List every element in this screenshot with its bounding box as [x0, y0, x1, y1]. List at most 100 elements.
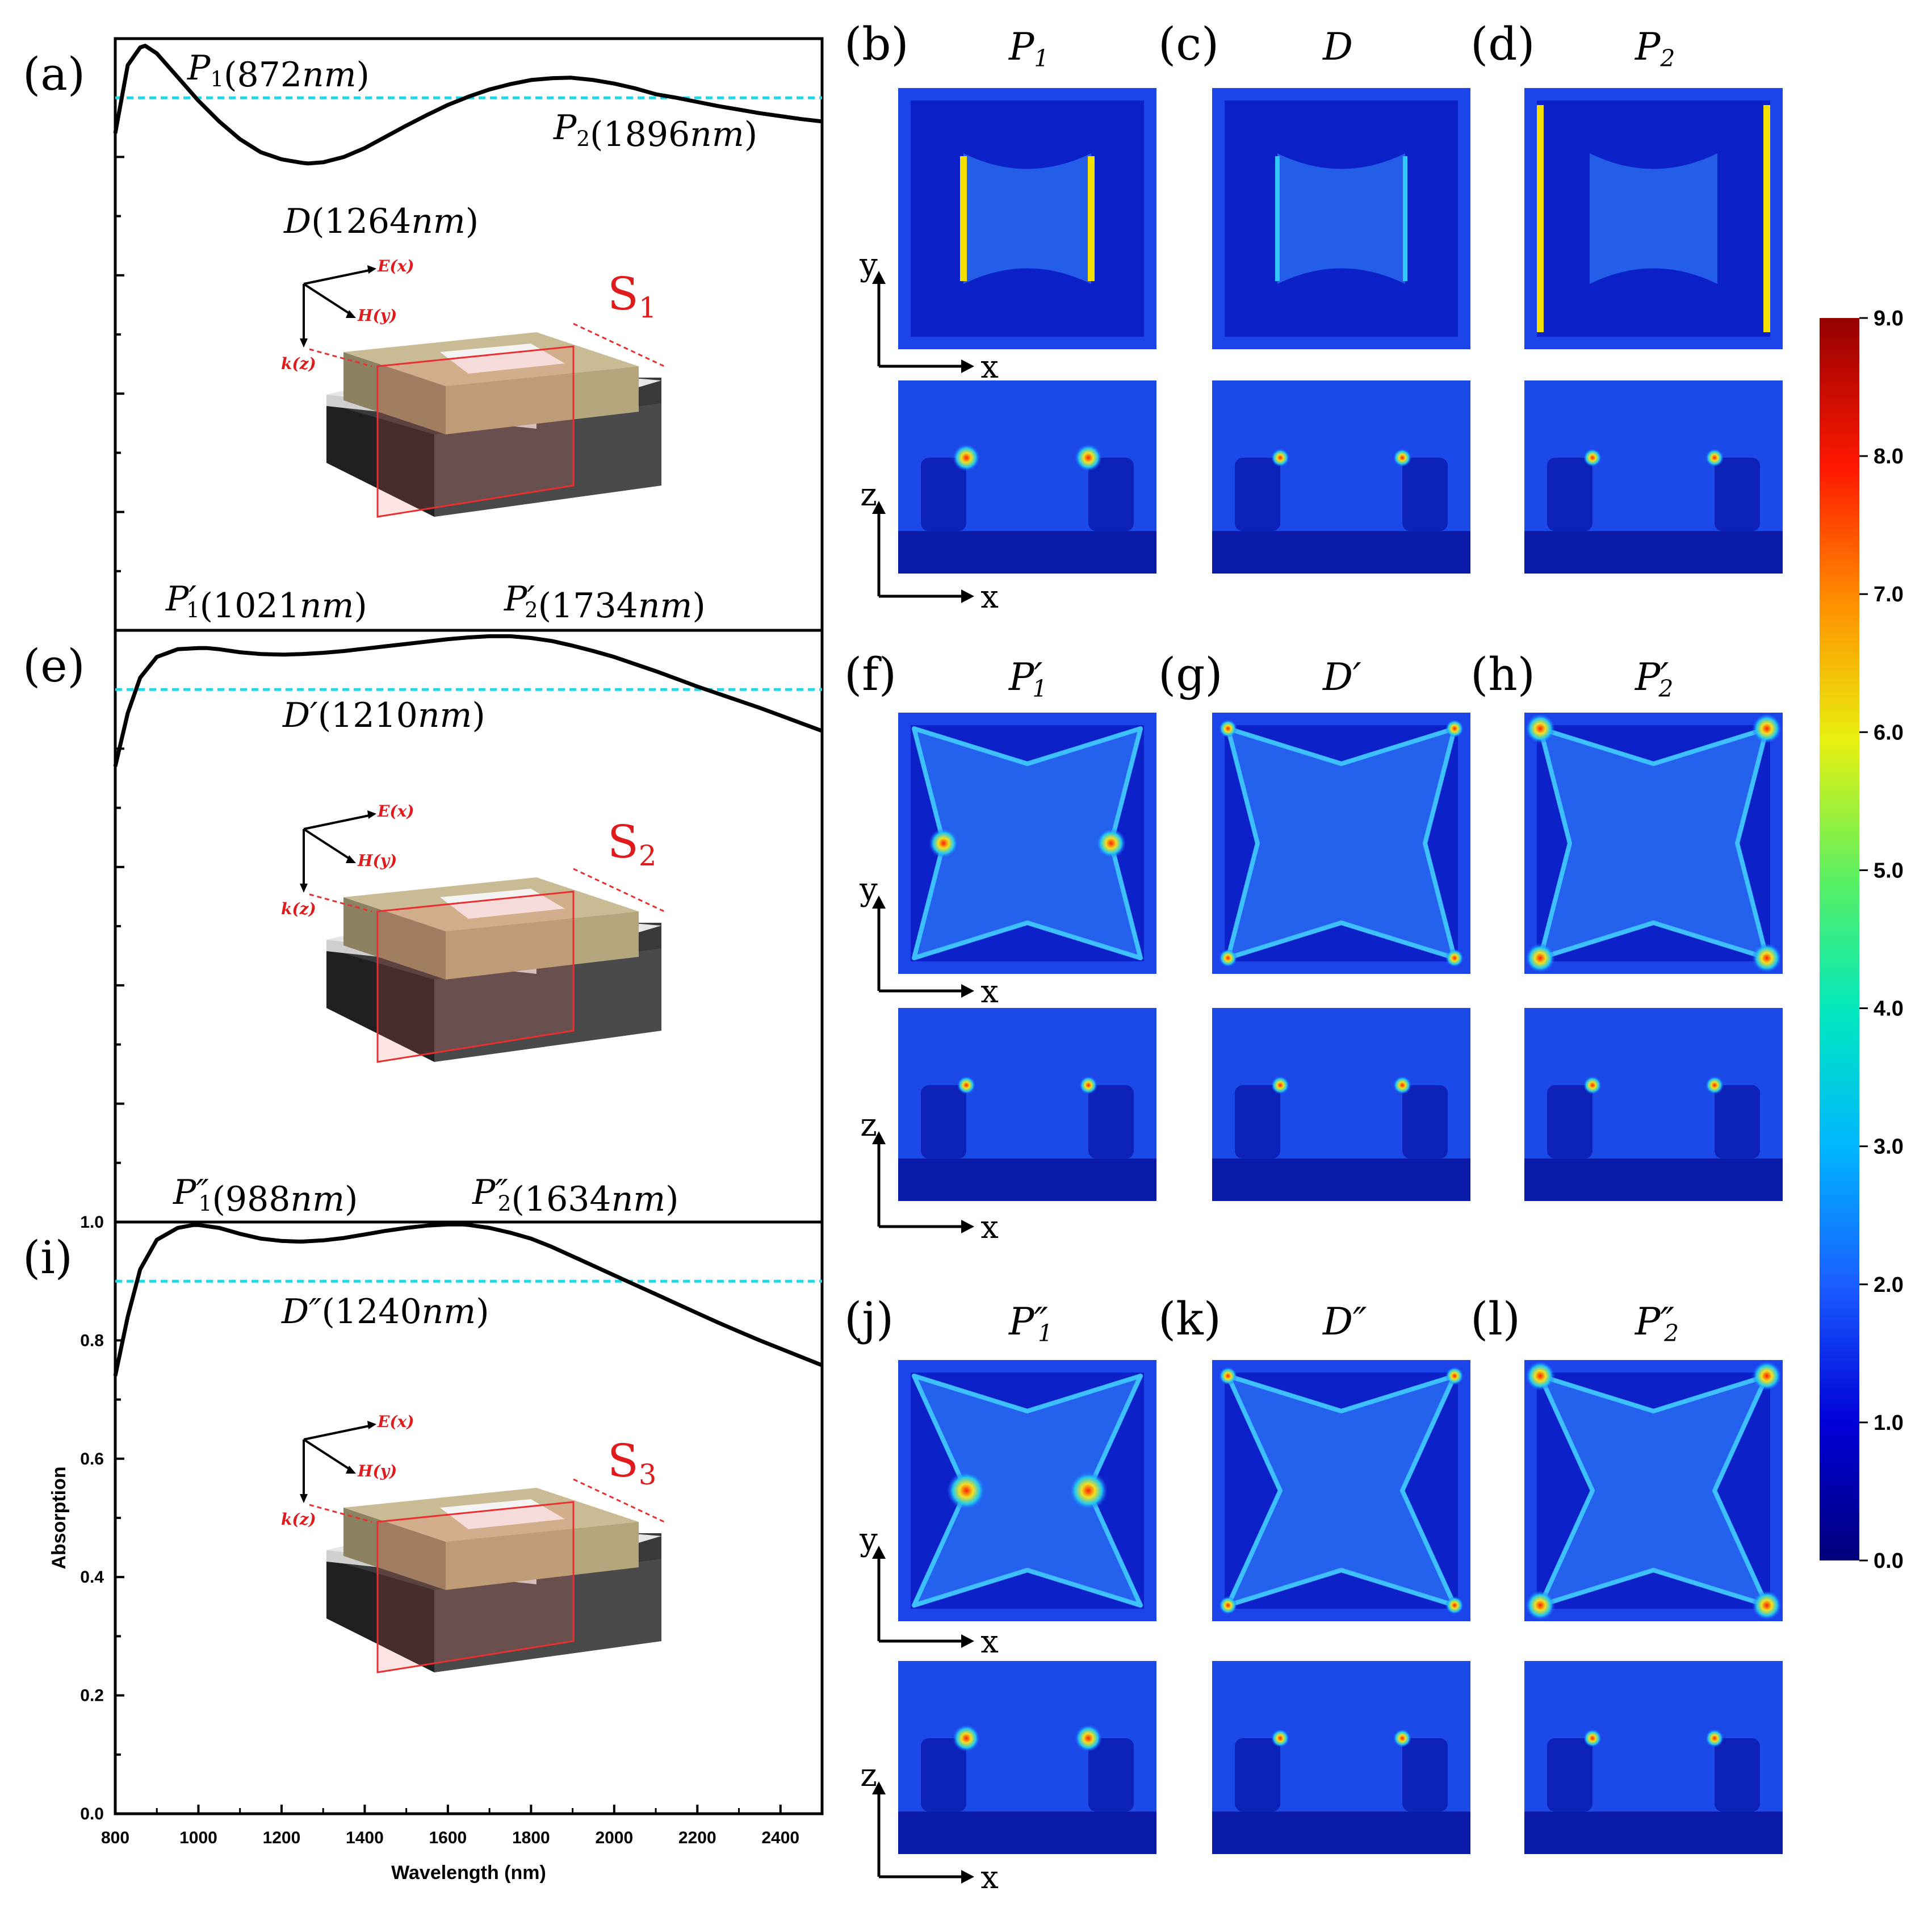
x-axis-label: x [980, 579, 999, 616]
panel-label: (l) [1470, 1292, 1520, 1345]
h-field-label: H(y) [357, 1462, 397, 1480]
corner-hotspot [1752, 1591, 1782, 1620]
x-arrowhead [961, 1220, 974, 1233]
y-tick-label: 0.6 [80, 1450, 104, 1468]
map-title: P2 [1635, 25, 1675, 72]
xz-metal-left [1547, 458, 1592, 532]
z-arrowhead [872, 1781, 886, 1794]
aperture-field [1590, 153, 1717, 284]
x-tick-label: 800 [101, 1828, 129, 1847]
panel-label: (k) [1158, 1292, 1221, 1345]
peak-annotation: D(1264nm) [283, 202, 479, 241]
colorbar-tick-label: 8.0 [1874, 445, 1904, 468]
h-field-label: H(y) [357, 851, 397, 870]
e-axis [303, 269, 372, 285]
xz-substrate [898, 1811, 1156, 1854]
spectrum-panel: (e) P′1(1021nm) P′2(1734nm) D′(1210nm) E(x) H… [23, 579, 824, 1224]
absorption-curve [113, 1222, 823, 1376]
xz-metal-right [1088, 1738, 1134, 1812]
metal-front [446, 911, 639, 980]
xz-metal-right [1715, 1085, 1760, 1159]
h-axis [303, 828, 353, 861]
map-axes: y x z x [859, 246, 999, 616]
absorption-curve [113, 44, 823, 166]
e-axis [303, 1424, 372, 1441]
corner-hotspot [1445, 1367, 1464, 1385]
field-map-cell: (g) D′ [1158, 648, 1470, 1201]
vertex-hotspot [929, 829, 958, 858]
y-arrowhead [872, 896, 886, 909]
h-arrowhead [346, 855, 356, 863]
peak-annotation: P″1(988nm) [173, 1173, 358, 1219]
e-field-label: E(x) [377, 802, 414, 821]
xz-hotspot [1393, 449, 1411, 467]
xz-substrate [1212, 1158, 1470, 1201]
xz-metal-left [921, 1085, 966, 1159]
x-arrowhead [961, 984, 974, 998]
map-title: D [1322, 25, 1353, 69]
peak-annotation: P″2(1634nm) [472, 1173, 679, 1219]
y-tick-label: 0.2 [80, 1687, 104, 1705]
z-axis-label: z [860, 1757, 877, 1794]
z-arrowhead [872, 1131, 886, 1144]
colorbar-tick-label: 7.0 [1874, 583, 1904, 606]
star-aperture [912, 1374, 1143, 1608]
e-arrowhead [367, 810, 376, 819]
h-field-label: H(y) [357, 306, 397, 325]
cut-plane-edge [573, 868, 665, 913]
corner-hotspot [1526, 1591, 1555, 1620]
xz-substrate [1212, 1811, 1470, 1854]
colorbar-scale [1820, 318, 1859, 1560]
corner-hotspot [1526, 943, 1555, 973]
xz-metal-left [1235, 1085, 1280, 1159]
x-axis-label: x [980, 1859, 999, 1896]
cut-plane [376, 1501, 575, 1673]
x-tick-label: 1400 [346, 1828, 384, 1847]
structure-label: S2 [607, 815, 656, 872]
metal-front-left [343, 1508, 446, 1590]
cut-plane [376, 345, 575, 518]
map-axes: y x z x [859, 871, 999, 1246]
e-arrowhead [367, 1421, 376, 1429]
peak-annotation: D′(1210nm) [282, 696, 485, 735]
xz-hotspot [1271, 449, 1289, 467]
corner-hotspot [1752, 1361, 1782, 1391]
x-axis-label: x [980, 1624, 999, 1660]
map-axes: y x z x [859, 1521, 999, 1896]
field-map-cell: (f) P′1 [844, 648, 1156, 1201]
xz-metal-left [1235, 1738, 1280, 1812]
xz-hotspot [1583, 449, 1602, 467]
xz-substrate [898, 531, 1156, 574]
xz-substrate [1524, 1811, 1783, 1854]
xz-substrate [898, 1158, 1156, 1201]
x-arrowhead [961, 589, 974, 603]
xz-metal-left [921, 458, 966, 532]
xz-hotspot [1271, 1729, 1289, 1747]
cut-plane-edge [309, 1504, 372, 1523]
x-tick-label: 1800 [512, 1828, 550, 1847]
y-tick-label: 0.0 [80, 1805, 104, 1823]
colorbar-tick-label: 6.0 [1874, 721, 1904, 744]
absorption-curve [113, 634, 823, 767]
x-tick-label: 2400 [761, 1828, 799, 1847]
cut-plane-edge [309, 893, 372, 913]
xz-metal-right [1402, 458, 1448, 532]
colorbar-tick-label: 3.0 [1874, 1135, 1904, 1159]
corner-hotspot [1526, 714, 1555, 743]
field-map-cell: (b) P1 [844, 18, 1156, 574]
map-title: P″1 [1008, 1300, 1053, 1347]
xz-hotspot [1075, 1725, 1102, 1752]
y-arrowhead [872, 271, 886, 284]
xz-substrate [1524, 1158, 1783, 1201]
star-aperture [1226, 726, 1457, 960]
y-arrowhead [872, 1546, 886, 1559]
xz-metal-right [1088, 1085, 1134, 1159]
xz-hotspot [953, 1725, 980, 1752]
xz-hotspot [1583, 1729, 1602, 1747]
k-arrowhead [300, 338, 308, 348]
corner-hotspot [1445, 1596, 1464, 1614]
panel-label: (e) [23, 639, 85, 692]
cut-plane-edge [573, 1478, 665, 1523]
structure-diagram: E(x) H(y) k(z) [281, 257, 665, 518]
z-axis-label: z [860, 1107, 877, 1144]
